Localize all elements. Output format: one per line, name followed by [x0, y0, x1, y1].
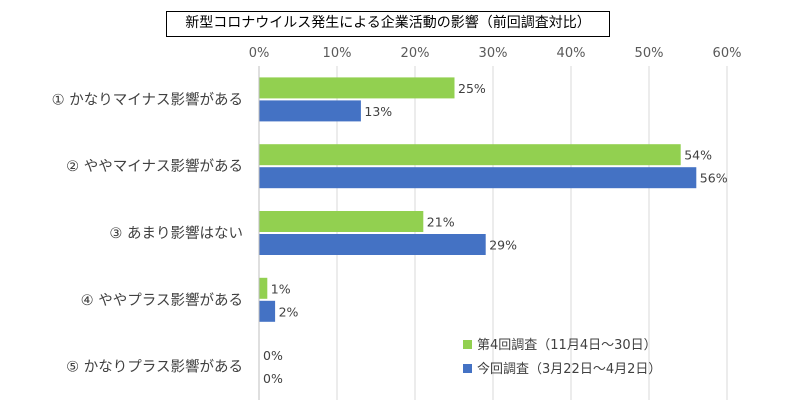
- data-label: 54%: [684, 148, 712, 163]
- data-label: 13%: [364, 104, 392, 119]
- data-label: 1%: [271, 281, 291, 296]
- bar: [259, 277, 268, 299]
- legend-swatch: [463, 340, 472, 349]
- x-tick-label: 30%: [479, 46, 508, 61]
- category-label: ① かなりマイナス影響がある: [52, 90, 243, 108]
- data-label: 29%: [489, 238, 517, 253]
- category-label: ② ややマイナス影響がある: [66, 157, 243, 175]
- data-label: 25%: [458, 81, 486, 96]
- bar: [259, 300, 276, 322]
- data-label: 21%: [427, 215, 455, 230]
- category-label: ③ あまり影響はない: [109, 224, 243, 242]
- bar: [259, 234, 486, 255]
- bar: [259, 144, 681, 166]
- category-label: ④ ややプラス影響がある: [81, 291, 243, 309]
- x-tick-label: 10%: [323, 46, 352, 61]
- x-tick-label: 60%: [713, 46, 742, 61]
- data-label: 56%: [700, 171, 728, 186]
- legend-swatch: [463, 364, 472, 373]
- data-label: 2%: [279, 304, 299, 319]
- x-tick-label: 0%: [249, 46, 270, 61]
- category-label: ⑤ かなりプラス影響がある: [66, 358, 243, 376]
- x-tick-label: 40%: [557, 46, 586, 61]
- data-label: 0%: [263, 371, 283, 386]
- bar: [259, 167, 697, 189]
- data-label: 0%: [263, 348, 283, 363]
- legend-label: 今回調査（3月22日〜4月2日）: [477, 361, 661, 377]
- bar: [259, 77, 455, 99]
- x-tick-label: 50%: [635, 46, 664, 61]
- bar: [259, 100, 361, 122]
- legend-label: 第4回調査（11月4日〜30日）: [477, 338, 657, 353]
- bar: [259, 211, 424, 232]
- chart-title: 新型コロナウイルス発生による企業活動の影響（前回調査対比）: [166, 11, 610, 37]
- x-tick-label: 20%: [401, 46, 430, 61]
